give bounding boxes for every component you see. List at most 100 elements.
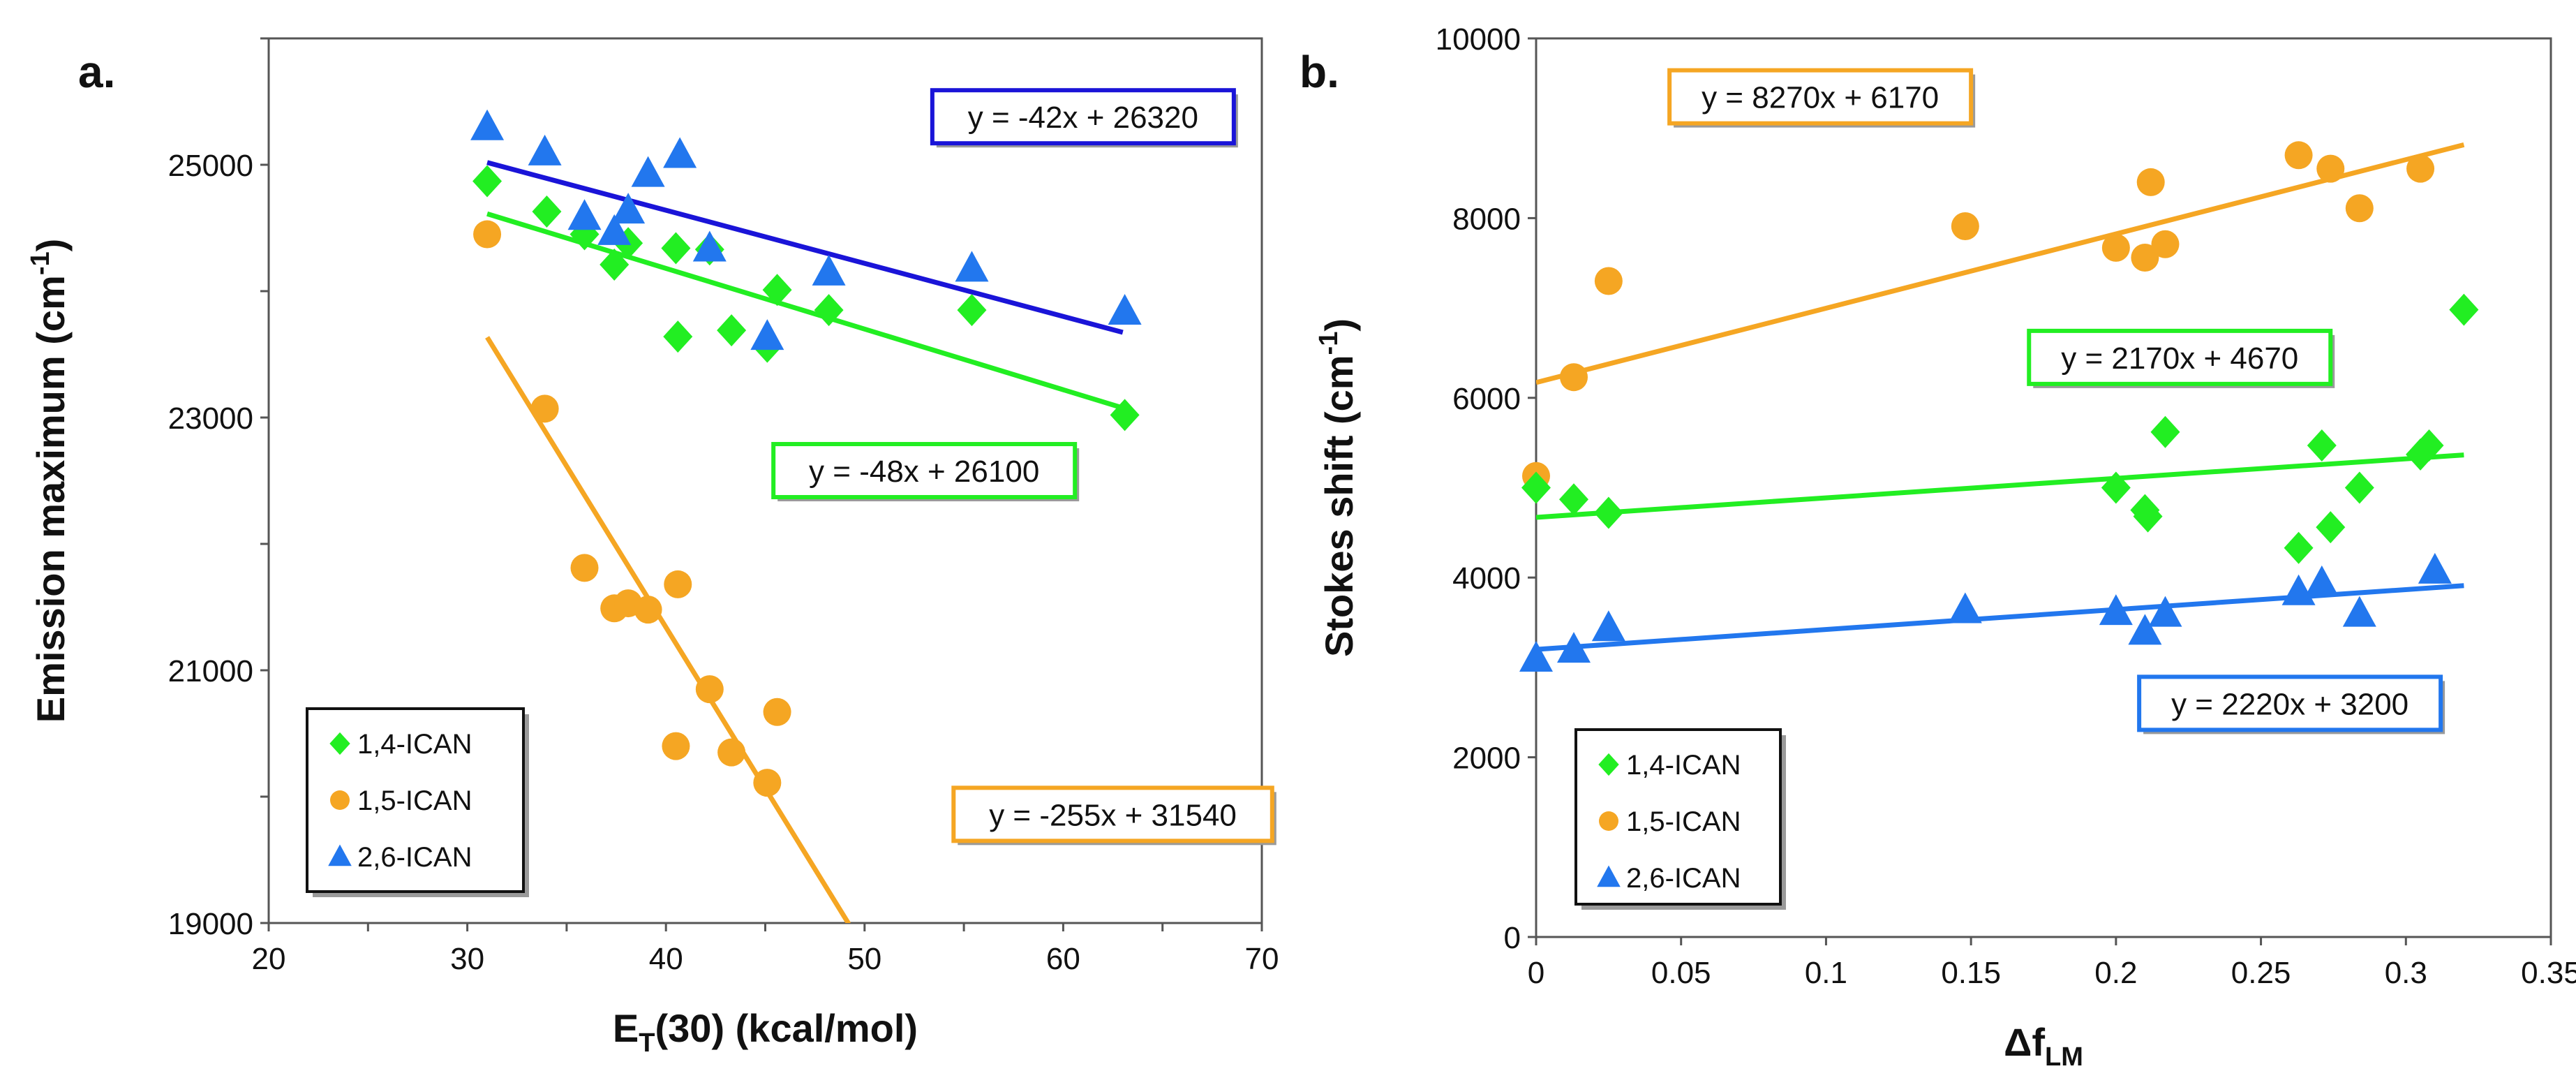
y-tick-label: 19000 xyxy=(168,907,253,941)
data-point-1,4-ICAN xyxy=(814,294,844,327)
equation-box xyxy=(930,88,1236,146)
data-point-1,4-ICAN xyxy=(957,294,987,327)
x-tick-label: 0.05 xyxy=(1651,956,1711,990)
data-point-2,6-ICAN xyxy=(750,319,784,350)
data-point-1,5-ICAN xyxy=(1560,363,1588,392)
panel-a: 19000 21000 23000 25000 20 30 40 50 60 70 a. ET(30)… xyxy=(26,37,1279,1058)
data-point-1,4-ICAN xyxy=(2284,531,2314,564)
data-point-1,4-ICAN xyxy=(2316,511,2346,544)
equation-label: y = 2170x + 4670 xyxy=(2061,341,2298,376)
legend-label: 1,4-ICAN xyxy=(357,729,472,760)
equation-box xyxy=(2137,674,2443,732)
data-point-2,6-ICAN xyxy=(567,199,602,230)
data-point-2,6-ICAN xyxy=(2305,565,2339,596)
y-tick-label: 2000 xyxy=(1452,741,1521,776)
y-tick-label: 10000 xyxy=(1436,22,1521,57)
data-point-2,6-ICAN xyxy=(597,214,632,245)
data-point-2,6-ICAN xyxy=(2281,574,2316,605)
y-tick-label: 8000 xyxy=(1452,202,1521,236)
y-axis-label: Emission maximum (cm-1) xyxy=(26,239,73,723)
trendline-1,5-ICAN xyxy=(1536,142,2465,385)
data-point-1,5-ICAN xyxy=(662,732,690,760)
legend-marker-1,5-ICAN xyxy=(330,790,350,810)
data-point-1,4-ICAN xyxy=(1110,399,1140,431)
data-point-2,6-ICAN xyxy=(611,193,646,224)
trendline-1,4-ICAN xyxy=(1536,452,2464,520)
data-point-2,6-ICAN xyxy=(692,230,727,262)
data-point-2,6-ICAN xyxy=(2099,594,2133,626)
data-point-1,5-ICAN xyxy=(634,596,662,624)
data-point-1,4-ICAN xyxy=(2344,471,2374,504)
data-point-1,5-ICAN xyxy=(1594,267,1623,295)
trendline-1,5-ICAN xyxy=(485,336,851,923)
data-point-1,4-ICAN xyxy=(1593,496,1623,529)
data-point-1,5-ICAN xyxy=(2316,154,2345,183)
data-point-2,6-ICAN xyxy=(1557,632,1591,663)
y-tick-label: 23000 xyxy=(168,401,253,436)
data-point-1,5-ICAN xyxy=(2406,154,2435,183)
data-point-1,5-ICAN xyxy=(2131,244,2159,272)
legend-label: 1,5-ICAN xyxy=(1626,806,1741,837)
data-point-2,6-ICAN xyxy=(1108,293,1142,325)
data-point-1,4-ICAN xyxy=(762,274,792,307)
trendline-2,6-ICAN xyxy=(486,160,1124,335)
equation-label: y = 8270x + 6170 xyxy=(1702,81,1939,115)
data-point-1,4-ICAN xyxy=(2150,415,2180,448)
data-point-1,4-ICAN xyxy=(2414,429,2444,462)
data-point-1,4-ICAN xyxy=(600,248,630,281)
legend-marker-2,6-ICAN xyxy=(328,844,352,866)
equation-label: y = 2220x + 3200 xyxy=(2171,687,2409,721)
legend-marker-2,6-ICAN xyxy=(1597,865,1621,887)
data-point-1,5-ICAN xyxy=(695,675,724,704)
x-tick-label: 30 xyxy=(450,942,484,976)
data-point-1,5-ICAN xyxy=(570,554,599,582)
equation-box xyxy=(771,442,1078,500)
y-tick-label: 21000 xyxy=(168,654,253,688)
x-tick-label: 0.1 xyxy=(1805,956,1847,990)
y-tick-label: 25000 xyxy=(168,149,253,183)
equation-label: y = -255x + 31540 xyxy=(989,798,1237,832)
data-point-1,4-ICAN xyxy=(661,232,691,265)
data-point-1,5-ICAN xyxy=(2101,233,2130,262)
data-point-2,6-ICAN xyxy=(2128,614,2162,645)
legend-marker-1,4-ICAN xyxy=(329,732,350,755)
data-point-1,4-ICAN xyxy=(2101,471,2131,504)
x-tick-label: 0.15 xyxy=(1941,956,2001,990)
data-point-1,5-ICAN xyxy=(530,394,559,423)
panel-label: a. xyxy=(78,47,115,97)
data-point-1,5-ICAN xyxy=(2345,194,2374,223)
x-tick-label: 40 xyxy=(649,942,683,976)
data-point-1,5-ICAN xyxy=(763,698,791,726)
y-tick-label: 4000 xyxy=(1452,561,1521,596)
panel-b: 0 2000 4000 6000 8000 10000 0 0.05 0.1 0.15 0.2 0.2… xyxy=(1300,22,2576,1072)
equation-box xyxy=(1667,68,1974,126)
data-point-2,6-ICAN xyxy=(2148,596,2182,627)
data-point-2,6-ICAN xyxy=(1519,641,1553,672)
data-point-2,6-ICAN xyxy=(812,254,846,286)
data-point-2,6-ICAN xyxy=(528,134,562,165)
trendline-1,4-ICAN xyxy=(486,211,1124,411)
x-tick-label: 0.3 xyxy=(2385,956,2427,990)
x-tick-label: 0.35 xyxy=(2521,956,2576,990)
x-axis-label: ET(30) (kcal/mol) xyxy=(613,1006,918,1058)
data-point-1,5-ICAN xyxy=(2284,141,2313,170)
data-point-1,4-ICAN xyxy=(717,314,747,347)
data-point-1,4-ICAN xyxy=(2449,293,2479,326)
data-point-2,6-ICAN xyxy=(955,251,989,282)
x-tick-label: 0 xyxy=(1528,956,1544,990)
x-tick-label: 50 xyxy=(847,942,881,976)
equation-box xyxy=(951,785,1274,843)
data-point-1,4-ICAN xyxy=(1559,483,1589,516)
data-point-1,4-ICAN xyxy=(2307,429,2337,462)
data-point-1,5-ICAN xyxy=(664,570,692,598)
legend-marker-1,4-ICAN xyxy=(1598,753,1619,776)
data-point-2,6-ICAN xyxy=(470,109,505,140)
x-tick-label: 0.25 xyxy=(2231,956,2291,990)
x-axis-label: ΔfLM xyxy=(2004,1020,2083,1072)
y-axis-label: Stokes shift (cm-1) xyxy=(1314,318,1361,657)
x-tick-label: 0.2 xyxy=(2094,956,2137,990)
y-tick-label: 6000 xyxy=(1452,382,1521,416)
data-point-1,5-ICAN xyxy=(2136,168,2165,196)
data-point-2,6-ICAN xyxy=(1591,610,1625,642)
legend-label: 1,4-ICAN xyxy=(1626,750,1741,781)
